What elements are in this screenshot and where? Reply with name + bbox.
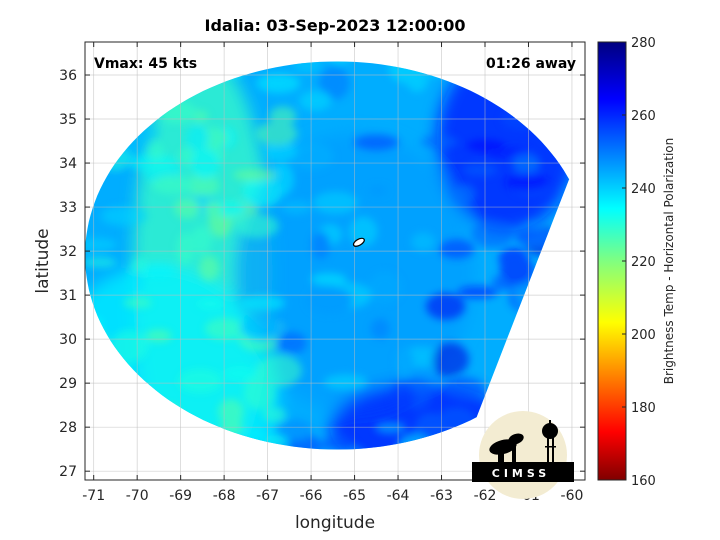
y-tick-label: 28	[59, 420, 77, 436]
x-axis: -71-70-69-68-67-66-65-64-63-62-61-60	[82, 42, 583, 504]
colorbar-tick-label: 220	[631, 255, 656, 270]
colorbar	[597, 41, 627, 481]
vmax-annotation: Vmax: 45 kts	[94, 56, 197, 72]
x-tick-label: -60	[561, 488, 584, 504]
storm-center-marker	[352, 237, 365, 247]
logo-text: CIMSS	[492, 467, 550, 480]
cimss-logo: CIMSS	[472, 411, 574, 499]
y-tick-label: 30	[59, 332, 77, 348]
x-tick-label: -67	[256, 488, 279, 504]
chart-title: Idalia: 03-Sep-2023 12:00:00	[204, 16, 465, 35]
time-away-annotation: 01:26 away	[486, 56, 576, 72]
y-axis: 27 28 29 30 31 32 33 34 35 36	[59, 68, 585, 480]
x-axis-label: longitude	[295, 513, 375, 533]
colorbar-tick-label: 280	[631, 36, 656, 51]
y-axis-label: latitude	[33, 228, 53, 293]
grid	[85, 42, 585, 480]
colorbar-ticks: 160 180 200 220 240 260 280	[622, 36, 656, 489]
colorbar-tick-label: 240	[631, 182, 656, 197]
y-tick-label: 27	[59, 464, 77, 480]
x-tick-label: -62	[474, 488, 497, 504]
water-tower-icon	[542, 420, 558, 463]
y-tick-label: 33	[59, 200, 77, 216]
x-tick-label: -70	[126, 488, 149, 504]
colorbar-tick-label: 260	[631, 109, 656, 124]
plot-frame	[84, 41, 586, 481]
x-tick-label: -71	[82, 488, 105, 504]
colorbar-label: Brightness Temp - Horizontal Polarizatio…	[662, 138, 676, 385]
colorbar-tick-label: 180	[631, 401, 656, 416]
x-tick-label: -65	[343, 488, 366, 504]
satellite-dish-icon	[489, 433, 524, 463]
y-tick-label: 34	[59, 156, 77, 172]
x-tick-label: -66	[300, 488, 323, 504]
x-tick-label: -64	[387, 488, 410, 504]
y-tick-label: 32	[59, 244, 77, 260]
x-tick-label: -68	[213, 488, 236, 504]
y-tick-label: 31	[59, 288, 77, 304]
y-tick-label: 36	[59, 68, 77, 84]
colorbar-tick-label: 160	[631, 474, 656, 489]
colorbar-tick-label: 200	[631, 328, 656, 343]
y-tick-label: 29	[59, 376, 77, 392]
storm-center-contour	[352, 237, 365, 247]
x-tick-label: -69	[169, 488, 192, 504]
y-tick-label: 35	[59, 112, 77, 128]
x-tick-label: -63	[430, 488, 453, 504]
